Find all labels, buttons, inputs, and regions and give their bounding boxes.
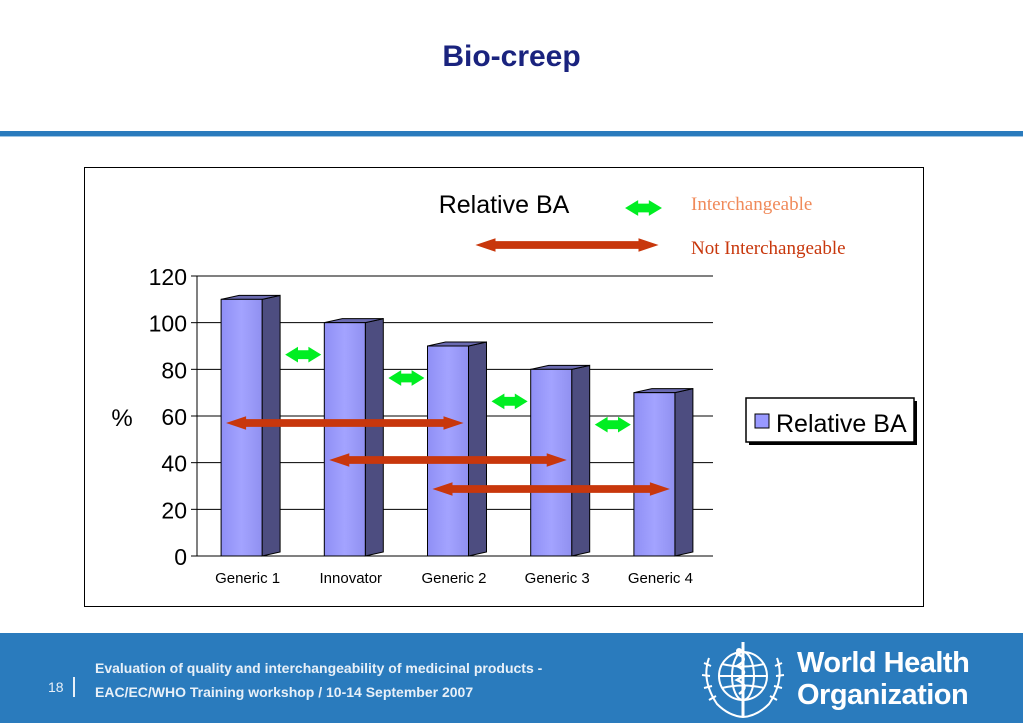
green-double-arrow-icon [625, 200, 662, 216]
x-tick-label: Generic 4 [628, 570, 693, 587]
y-tick-label-100: 100 [149, 311, 187, 337]
bar-front [427, 345, 469, 557]
legend-key-interchangeable: Interchangeable [625, 194, 812, 216]
interchangeable-arrow-1 [388, 370, 425, 386]
x-tick-label: Generic 1 [215, 570, 280, 587]
interchangeable-arrow-2 [491, 393, 528, 410]
footer-line-1: Evaluation of quality and interchangeabi… [95, 660, 543, 676]
page-number-divider [73, 677, 75, 697]
not-interchangeable-arrow-2 [432, 482, 670, 496]
legend-swatch [754, 413, 770, 429]
legend-box [745, 397, 915, 443]
bar-innovator [323, 318, 384, 557]
slide-title: Bio-creep [442, 40, 581, 73]
y-tick-label-80: 80 [161, 357, 187, 383]
bar-side [571, 364, 591, 557]
chart-title: Relative BA [439, 191, 570, 219]
axes: 0 20 40 60 80 100 120 Generic 1 Innovator Generic… [149, 264, 713, 587]
who-name-line-1: World Health [797, 647, 970, 679]
interchangeable-arrow-0 [285, 346, 322, 363]
chart-frame: 0 20 40 60 80 100 120 Generic 1 Innovator Generic… [84, 167, 924, 607]
legend-key-not-interchangeable: Not Interchangeable [475, 238, 846, 259]
not-interchangeable-arrow-1 [329, 453, 567, 467]
bar-generic-2 [427, 341, 487, 557]
bar-front [323, 322, 366, 557]
bar-front [633, 392, 676, 557]
bar-side [468, 341, 487, 557]
bar-side [364, 318, 384, 557]
x-tick-label: Innovator [320, 570, 383, 587]
y-tick-label-60: 60 [161, 404, 187, 430]
y-tick-label-120: 120 [149, 264, 187, 290]
bar-generic-4 [633, 388, 694, 557]
page-number: 18 [48, 679, 64, 695]
footer-line-2: EAC/EC/WHO Training workshop / 10-14 Sep… [95, 684, 474, 700]
x-tick-label: Generic 2 [421, 570, 486, 587]
who-emblem-icon [701, 642, 785, 719]
title-divider [0, 131, 1023, 137]
green-double-arrow-icon [625, 200, 662, 216]
red-double-arrow-icon [475, 238, 659, 252]
y-tick-label-40: 40 [161, 451, 187, 477]
footer-band: 18 Evaluation of quality and interchange… [0, 633, 1023, 723]
who-name-line-2: Organization [797, 679, 969, 711]
arrows [226, 346, 670, 496]
not-interchangeable-arrow-0 [226, 416, 464, 430]
legend-series-name: Relative BA [776, 410, 907, 438]
bar-side [674, 388, 694, 557]
red-double-arrow-icon [475, 238, 659, 252]
x-tick-label: Generic 3 [525, 570, 590, 587]
y-tick-label-20: 20 [161, 497, 187, 523]
interchangeable-arrow-3 [594, 416, 631, 433]
series-legend: Relative BA [745, 397, 917, 445]
bar-chart: 0 20 40 60 80 100 120 Generic 1 Innovator Generic… [111, 191, 917, 587]
not-interchangeable-label: Not Interchangeable [691, 238, 846, 259]
y-tick-label-0: 0 [174, 544, 187, 570]
interchangeable-label: Interchangeable [691, 194, 812, 215]
y-axis-label: % [111, 405, 132, 432]
